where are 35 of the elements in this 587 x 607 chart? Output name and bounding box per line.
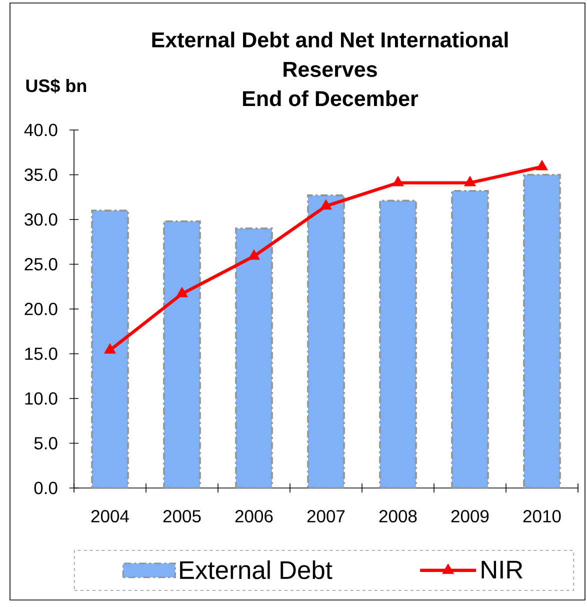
bar: [379, 200, 417, 489]
y-tick-label: 25.0: [24, 258, 58, 270]
y-tick-label: 5.0: [34, 437, 58, 450]
y-axis-title: US$ bn: [26, 78, 86, 94]
y-tick-label: 0.0: [34, 482, 58, 494]
y-tick-label: 15.0: [25, 348, 58, 360]
bar: [163, 220, 201, 489]
bar: [307, 194, 345, 489]
x-tick-label: 2004: [91, 510, 129, 522]
point: [536, 160, 548, 170]
x-tick-label: 2005: [163, 510, 201, 522]
point: [104, 343, 116, 354]
y-tick-label: 35.0: [24, 168, 58, 181]
point: [392, 176, 404, 186]
bar: [91, 210, 129, 489]
chart-title: External Debt and Net International Reserves: [152, 32, 508, 77]
x-tick-label: 2006: [235, 510, 273, 522]
y-tick-label: 20.0: [24, 302, 58, 316]
point: [464, 176, 476, 186]
bar: [235, 228, 273, 489]
bar: [451, 190, 489, 489]
y-tick-label: 30.0: [24, 213, 58, 226]
y-tick-label: 40.0: [24, 124, 58, 136]
x-tick-label: 2008: [379, 510, 417, 522]
y-tick-label: 10.0: [25, 392, 58, 405]
x-tick-label: 2007: [307, 510, 345, 522]
point: [176, 287, 188, 298]
chart-subtitle: End of December: [243, 90, 418, 106]
legend-label: NIR: [482, 560, 522, 578]
x-tick-label: 2009: [451, 510, 489, 522]
legend-label: External Debt: [180, 560, 332, 580]
point: [248, 249, 260, 260]
point: [320, 199, 332, 210]
bar: [523, 174, 561, 489]
x-tick-label: 2010: [523, 510, 561, 522]
